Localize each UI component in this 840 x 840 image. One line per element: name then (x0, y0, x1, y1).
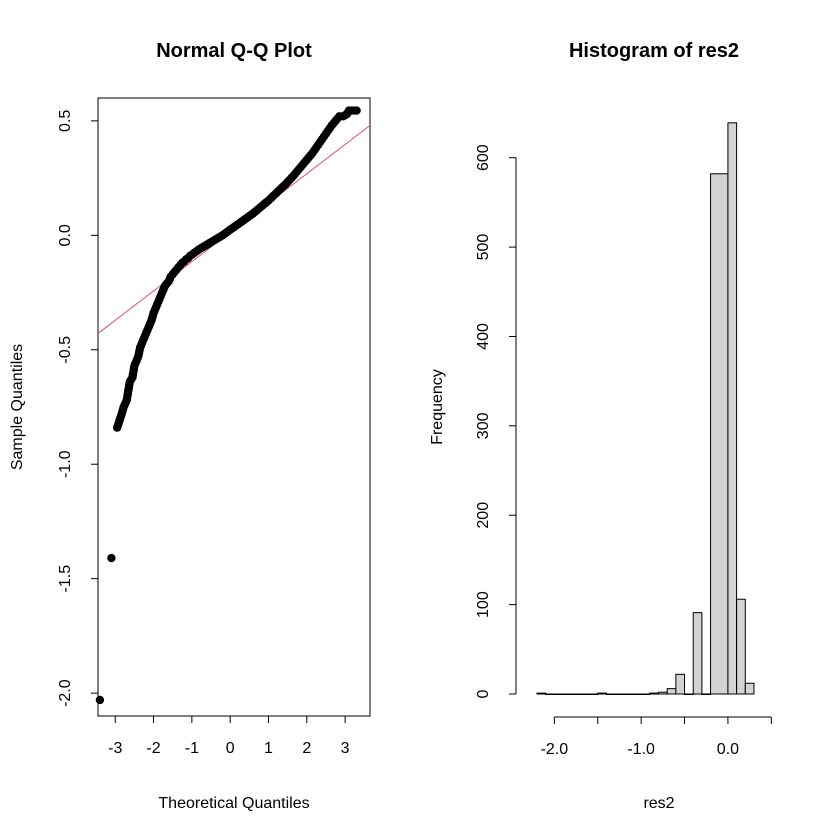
qq-points (95, 106, 361, 705)
histogram-y-tick-label: 500 (475, 234, 492, 261)
histogram-bar (736, 598, 746, 695)
histogram-bar (553, 693, 564, 695)
qq-x-tick-label: 0 (226, 740, 235, 757)
histogram-panel: Histogram of res2 -2.0 -1.0 0.0 0 100 200 300… (429, 40, 772, 812)
qq-y-axis-label: Sample Quantiles (9, 344, 26, 470)
histogram-x-axis-label: res2 (643, 795, 674, 812)
histogram-bar (744, 682, 755, 695)
histogram-bar (675, 673, 686, 695)
histogram-bar (597, 692, 607, 695)
histogram-bar (684, 693, 694, 695)
histogram-x-tick-label: -1.0 (627, 741, 655, 758)
qq-plot-title: Normal Q-Q Plot (156, 40, 312, 62)
histogram-bar (640, 693, 651, 695)
qq-y-tick-label: 0.5 (57, 110, 74, 132)
qq-x-axis-label: Theoretical Quantiles (158, 795, 309, 812)
qq-y-tick-label: -1.0 (57, 450, 74, 478)
qq-x-tick-label: 1 (264, 740, 273, 757)
histogram-bar (666, 688, 677, 695)
histogram-bar (562, 693, 573, 695)
qq-y-tick-label: -0.5 (57, 336, 74, 364)
qq-y-tick-label: 0.0 (57, 224, 74, 246)
histogram-bar (571, 693, 581, 695)
histogram-y-tick-label: 600 (475, 144, 492, 171)
histogram-y-tick-label: 0 (475, 689, 492, 698)
histogram-y-tick-label: 400 (475, 323, 492, 350)
histogram-y-tick-label: 100 (475, 591, 492, 618)
histogram-y-axis-label: Frequency (429, 369, 446, 445)
histogram-bar (536, 692, 547, 695)
histogram-x-tick-label: -2.0 (541, 741, 569, 758)
histogram-x-axis: -2.0 -1.0 0.0 (541, 716, 772, 758)
qq-point (349, 106, 359, 115)
histogram-bar (710, 173, 729, 695)
qq-plot-panel: Normal Q-Q Plot -3 -2 -1 0 1 2 3 -2.0-1.5-1.0-… (9, 40, 371, 812)
qq-y-tick-label: -1.5 (57, 565, 74, 593)
qq-y-tick-label: -2.0 (57, 679, 74, 707)
qq-x-tick-label: -3 (108, 740, 122, 757)
histogram-bar (631, 693, 642, 695)
qq-x-tick-label: -1 (185, 740, 199, 757)
histogram-bar (614, 693, 625, 695)
histogram-bar (579, 693, 590, 695)
histogram-bar (605, 693, 616, 695)
qq-x-tick-label: 3 (341, 740, 350, 757)
histogram-y-tick-label: 200 (475, 502, 492, 529)
histogram-bars (536, 122, 755, 695)
qq-x-tick-label: 2 (302, 740, 311, 757)
qq-x-tick-label: -2 (146, 740, 160, 757)
qq-point (107, 553, 116, 563)
histogram-x-tick-label: 0.0 (717, 741, 739, 758)
histogram-bar (692, 612, 703, 695)
qq-x-axis: -3 -2 -1 0 1 2 3 (108, 716, 350, 757)
histogram-y-axis: 0 100 200 300 400 500 600 (475, 144, 517, 698)
histogram-y-tick-label: 300 (475, 412, 492, 439)
histogram-bar (545, 693, 555, 695)
histogram-bar (701, 693, 712, 695)
histogram-bar (623, 693, 633, 695)
qq-y-axis: -2.0 -1.5 -1.0 -0.5 0.0 0.5 (57, 110, 98, 707)
histogram-bar (649, 692, 659, 695)
histogram-bar (727, 122, 738, 695)
histogram-bar (658, 691, 668, 695)
qq-plot-frame (97, 97, 371, 717)
histogram-bar (588, 693, 599, 695)
histogram-title: Histogram of res2 (569, 40, 739, 62)
qq-point (95, 695, 105, 705)
